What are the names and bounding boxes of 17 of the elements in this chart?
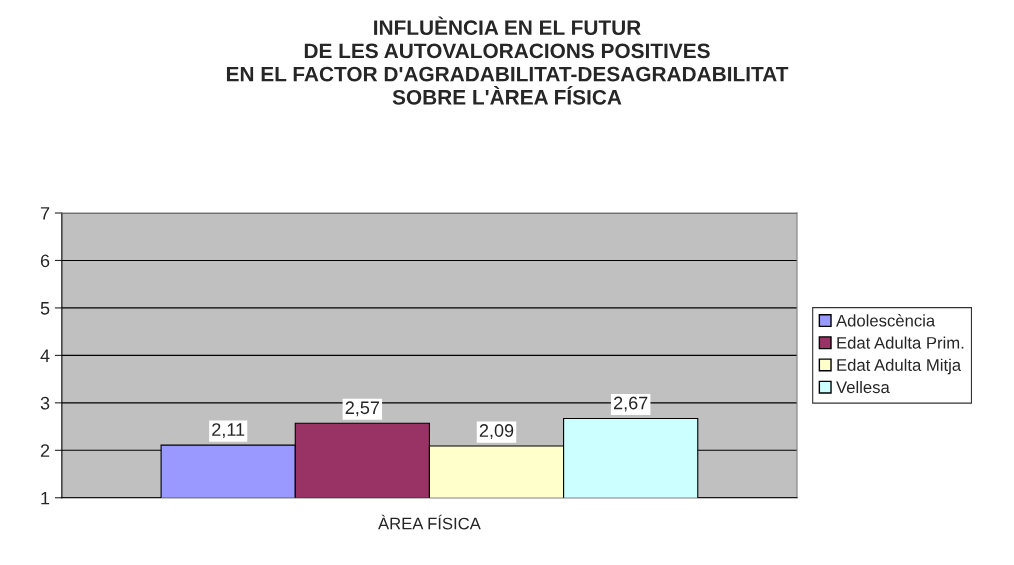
data-label: 2,09 xyxy=(479,424,514,440)
y-tick-label: 2 xyxy=(40,444,50,457)
y-tick-label: 3 xyxy=(40,396,50,410)
chart-title: INFLUÈNCIA EN EL FUTUR DE LES AUTOVALORACIONS POSITIVES EN EL FACTOR D'AGRADABILITAT-DESAGRADABILITAT SOBRE L'ÀREA FÍSICA xyxy=(226,16,789,105)
y-tick-label: 5 xyxy=(40,302,50,315)
y-tick-label: 6 xyxy=(40,254,50,268)
y-tick-label: 1 xyxy=(41,491,50,505)
legend-label: Vellesa xyxy=(836,380,890,394)
x-tick-label: ÀREA FÍSICA xyxy=(378,514,481,530)
legend-label: Edat Adulta Prim. xyxy=(837,336,964,349)
data-label: 2,57 xyxy=(345,401,380,417)
data-label: 2,11 xyxy=(212,423,245,439)
data-label: 2,67 xyxy=(614,396,648,412)
legend-label: Adolescència xyxy=(836,314,936,327)
y-tick-label: 4 xyxy=(40,349,50,362)
y-tick-label: 7 xyxy=(40,207,50,220)
legend-label: Edat Adulta Mitja xyxy=(837,358,962,375)
